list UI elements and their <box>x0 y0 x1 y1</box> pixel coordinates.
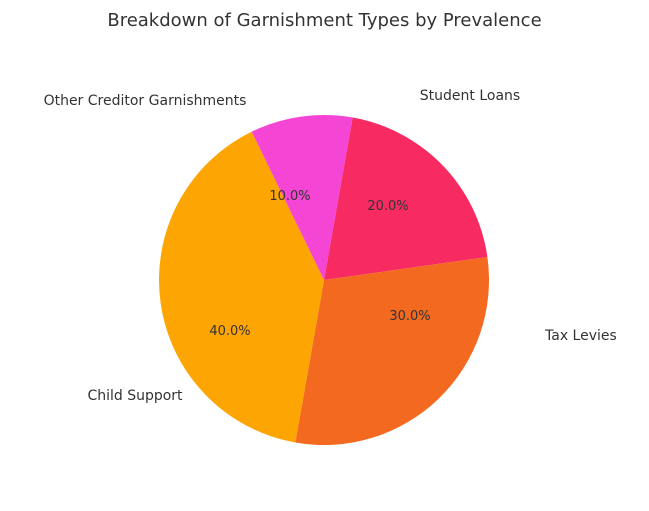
pie-chart: 20.0% Student Loans 30.0% Tax Levies 40.0% Ch… <box>0 0 649 511</box>
chart-container: Breakdown of Garnishment Types by Preval… <box>0 0 649 511</box>
pie-slice-label: Other Creditor Garnishments <box>44 93 247 109</box>
pie-slice <box>295 257 489 445</box>
pie-slice-percent: 10.0% <box>269 189 310 204</box>
pie-slice-label: Child Support <box>87 388 183 404</box>
pie-slice-percent: 40.0% <box>209 324 250 339</box>
pie-slice-label: Student Loans <box>420 88 520 104</box>
pie-slice-label: Tax Levies <box>544 328 617 344</box>
pie-slice-percent: 30.0% <box>389 309 430 324</box>
pie-slice-percent: 20.0% <box>367 199 408 214</box>
